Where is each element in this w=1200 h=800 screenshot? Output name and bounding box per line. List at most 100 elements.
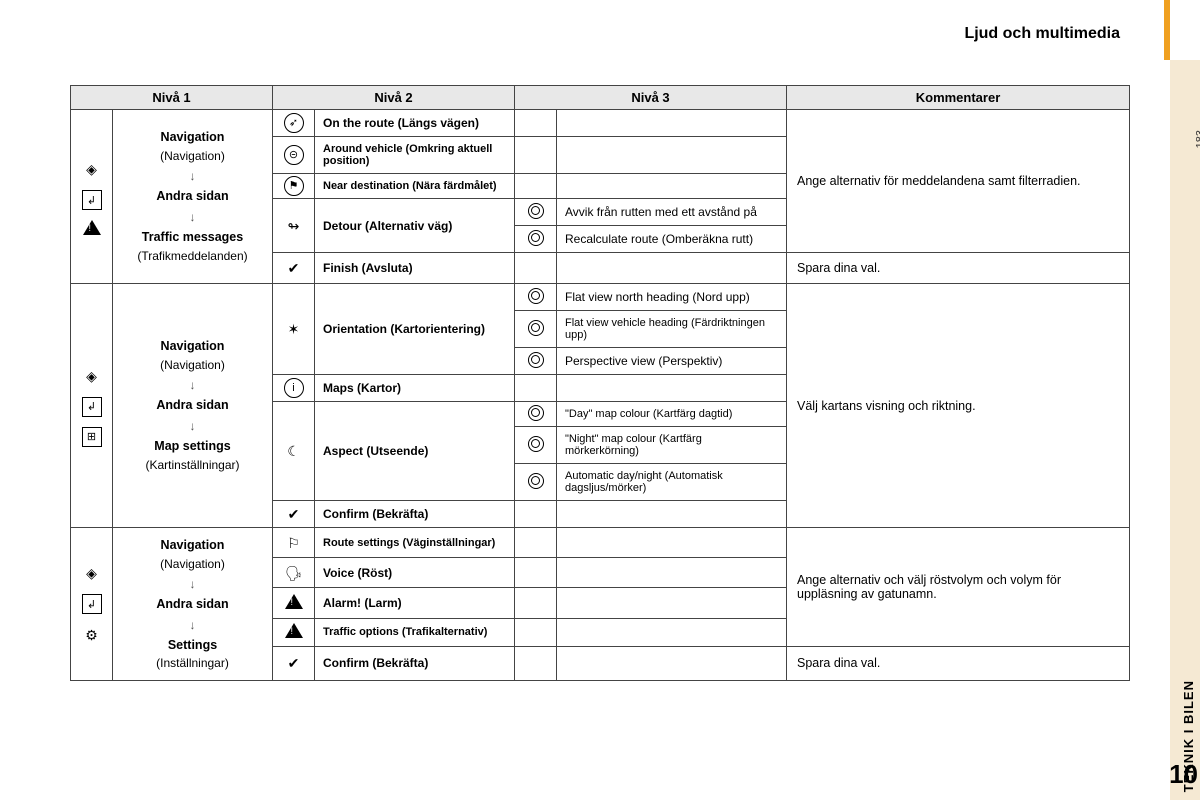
lvl3-empty [557,501,787,528]
comment-cell: Spara dina val. [787,253,1130,284]
header-kommentarer: Kommentarer [787,86,1130,110]
check-icon: ✔ [283,257,305,279]
radio-icon [528,405,544,421]
nav-path-cell: Navigation(Navigation)↓Andra sidan↓Traff… [113,110,273,284]
radio-icon [528,473,544,489]
lvl2-icon-cell: ! [273,618,315,646]
compass-icon: ◈ [81,365,103,387]
nav-path-cell: Navigation(Navigation)↓Andra sidan↓Setti… [113,528,273,681]
header-niva3: Nivå 3 [515,86,787,110]
lvl2-label: Maps (Kartor) [315,375,515,402]
nav-line: (Navigation) [160,149,225,163]
comment-cell: Välj kartans visning och riktning. [787,284,1130,528]
nav-line: Traffic messages [142,230,243,244]
nav-line: Navigation [161,538,225,552]
lvl3-empty [557,618,787,646]
lvl2-icon-cell: ✶ [273,284,315,375]
nav-line: Settings [168,638,217,652]
nav-line: Navigation [161,130,225,144]
section-title: Ljud och multimedia [964,25,1120,43]
lvl2-icon-cell: ✔ [273,646,315,681]
accent-bar [1164,0,1170,60]
lvl2-icon-cell: ⊝ [273,137,315,174]
lvl3-empty [557,588,787,618]
lvl3-empty [515,110,557,137]
lvl3-empty [515,137,557,174]
table-row: ◈↲!Navigation(Navigation)↓Andra sidan↓Tr… [71,110,1130,137]
warn-mountain-icon: ! [83,220,101,235]
lvl2-label: Detour (Alternativ väg) [315,199,515,253]
nav-arrow-icon: ↓ [117,616,268,634]
lvl3-empty [515,646,557,681]
lvl2-label: Traffic options (Trafikalternativ) [315,618,515,646]
chapter-number: 10 [1169,759,1198,790]
target-arrow-icon: ➶ [284,113,304,133]
nav-line: Map settings [154,439,230,453]
lvl2-label: Finish (Avsluta) [315,253,515,284]
lvl3-icon-cell [515,311,557,348]
lvl3-empty [515,174,557,199]
moon-sun-icon: ☾ [283,440,305,462]
header-niva2: Nivå 2 [273,86,515,110]
nav-arrow-icon: ↓ [117,167,268,185]
lvl2-label: Orientation (Kartorientering) [315,284,515,375]
lvl2-icon-cell: ! [273,588,315,618]
voice-icon: 🗣 [283,562,305,584]
gears-icon: ⚙ [81,624,103,646]
lvl3-empty [515,528,557,558]
comment-cell: Ange alternativ och välj röstvolym och v… [787,528,1130,647]
lvl2-icon-cell: ➶ [273,110,315,137]
page-icon: ↲ [82,190,102,210]
lvl3-empty [557,375,787,402]
lvl3-label: Recalculate route (Omberäkna rutt) [557,226,787,253]
lvl2-label: Confirm (Bekräfta) [315,501,515,528]
lvl3-empty [557,137,787,174]
nav-line: (Kartinställningar) [145,458,239,472]
lvl3-icon-cell [515,199,557,226]
lvl3-icon-cell [515,402,557,427]
nav-icons-cell: ◈↲! [71,110,113,284]
lvl3-empty [515,375,557,402]
page-icon: ↲ [82,397,102,417]
radio-icon [528,352,544,368]
nav-line: Andra sidan [156,398,228,412]
nav-icons-cell: ◈↲⚙ [71,528,113,681]
lvl2-icon-cell: ↬ [273,199,315,253]
radio-icon [528,203,544,219]
lvl3-empty [557,253,787,284]
lvl3-label: Avvik från rutten med ett avstånd på [557,199,787,226]
lvl2-label: Route settings (Väginställningar) [315,528,515,558]
lvl3-empty [515,558,557,588]
lvl3-label: Flat view vehicle heading (Färdriktninge… [557,311,787,348]
nav-line: (Navigation) [160,358,225,372]
table-row: ◈↲⊞Navigation(Navigation)↓Andra sidan↓Ma… [71,284,1130,311]
nav-line: (Trafikmeddelanden) [137,249,247,263]
compass-rose-icon: ✶ [283,318,305,340]
nav-arrow-icon: ↓ [117,575,268,593]
radio-icon [528,320,544,336]
lvl3-empty [515,588,557,618]
lvl3-empty [515,501,557,528]
nav-arrow-icon: ↓ [117,208,268,226]
comment-cell: Spara dina val. [787,646,1130,681]
page-number: 183 [1194,130,1200,148]
side-tab: 183 TEKNIK I BILEN 10 [1170,60,1200,800]
lvl3-label: Perspective view (Perspektiv) [557,348,787,375]
lvl3-empty [557,174,787,199]
check-icon: ✔ [283,503,305,525]
lvl3-empty [515,618,557,646]
lvl2-icon-cell: ✔ [273,501,315,528]
lvl3-label: "Night" map colour (Kartfärg mörkerkörni… [557,427,787,464]
radio-icon [528,230,544,246]
lvl2-icon-cell: 🗣 [273,558,315,588]
lvl3-label: Flat view north heading (Nord upp) [557,284,787,311]
flag-circle-icon: ⚑ [284,176,304,196]
lvl2-icon-cell: ☾ [273,402,315,501]
lvl3-empty [557,646,787,681]
lvl2-icon-cell: i [273,375,315,402]
nav-line: (Inställningar) [156,656,229,670]
menu-table-container: Nivå 1 Nivå 2 Nivå 3 Kommentarer ◈↲!Navi… [70,85,1130,681]
header-niva1: Nivå 1 [71,86,273,110]
detour-icon: ↬ [283,215,305,237]
route-settings-icon: ⚐ [283,532,305,554]
